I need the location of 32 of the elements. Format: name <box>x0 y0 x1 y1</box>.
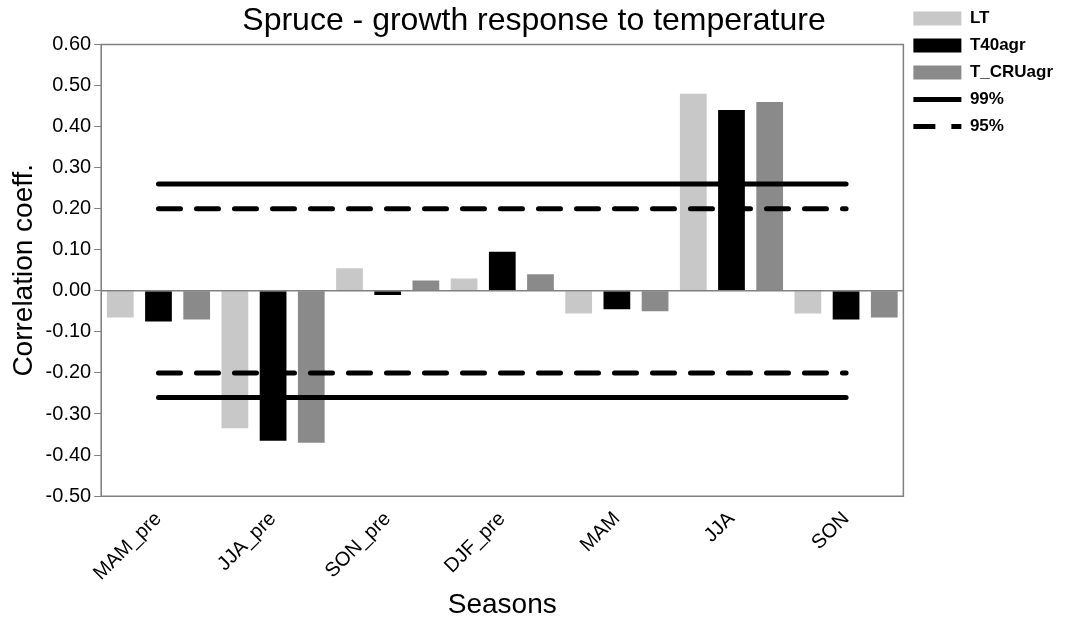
y-tick-label: 0.00 <box>52 278 92 301</box>
bar <box>679 93 707 291</box>
y-tick-label: 0.10 <box>52 237 92 260</box>
bar <box>603 291 631 310</box>
y-tick-label: -0.50 <box>45 483 92 506</box>
x-axis-title: Seasons <box>447 587 557 619</box>
bar <box>794 291 822 314</box>
legend-label: LT <box>969 8 990 28</box>
bar <box>106 291 134 318</box>
legend-label: 95% <box>969 116 1004 136</box>
y-tick-label: -0.10 <box>45 319 92 342</box>
chart-title: Spruce - growth response to temperature <box>242 1 826 38</box>
y-tick-label: 0.30 <box>52 155 92 178</box>
bar <box>488 251 516 291</box>
bar <box>145 291 172 322</box>
bar <box>336 268 363 291</box>
y-tick-label: 0.20 <box>52 196 92 219</box>
y-tick-label: 0.50 <box>52 72 92 95</box>
y-tick-label: 0.40 <box>52 114 92 137</box>
legend-label: T_CRUagr <box>969 62 1054 82</box>
y-tick-label: -0.40 <box>45 442 92 465</box>
y-tick-label: -0.20 <box>45 360 92 383</box>
bar <box>450 278 478 291</box>
bar <box>221 291 249 429</box>
bar <box>832 291 860 320</box>
x-tick-label: JJA <box>699 506 739 546</box>
legend-label: 99% <box>969 89 1004 109</box>
legend-label: T40agr <box>969 35 1027 55</box>
y-axis-title: Correlation coeff. <box>6 163 38 377</box>
y-tick-label: 0.60 <box>52 31 92 54</box>
y-tick-label: -0.30 <box>45 401 92 424</box>
bar <box>565 291 593 314</box>
